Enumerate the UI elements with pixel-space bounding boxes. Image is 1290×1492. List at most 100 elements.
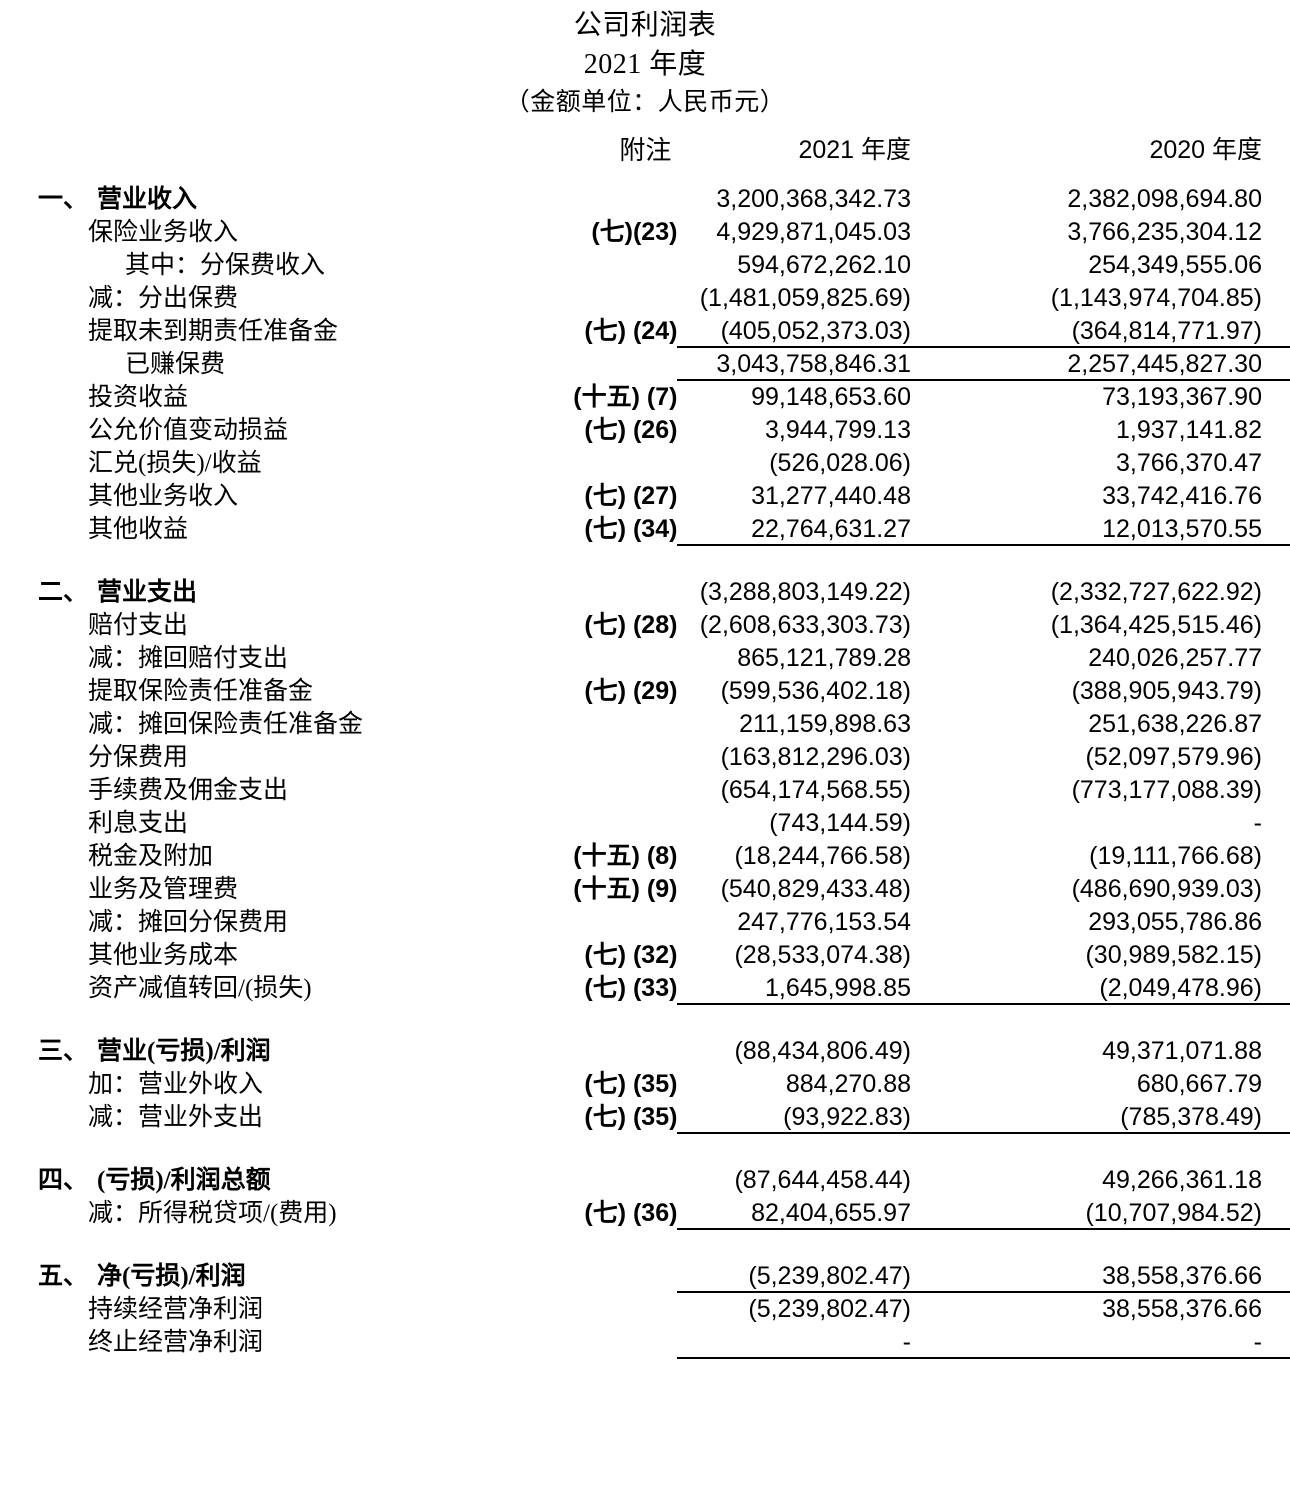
row-amount-year2: 251,638,226.87 <box>1088 710 1262 738</box>
column-header-year2: 2020 年度 <box>1149 136 1262 164</box>
table-row: 公允价值变动损益 (七) (26) 3,944,799.13 1,937,141.82 <box>0 414 1290 447</box>
section-amount-year1: (88,434,806.49) <box>734 1037 911 1065</box>
row-spacer <box>0 546 1290 576</box>
row-label: 其他业务成本 <box>88 942 239 969</box>
title-currency-unit: （金额单位：人民币元） <box>504 89 786 116</box>
row-amount-year2: (10,707,984.52) <box>933 1197 1290 1230</box>
row-note-ref <box>546 807 678 840</box>
row-amount-year2: 3,766,235,304.12 <box>1067 218 1262 246</box>
section-amount-year2: 38,558,376.66 <box>933 1260 1290 1293</box>
section-amount-year1: (5,239,802.47) <box>677 1260 933 1293</box>
table-row: 其他收益 (七) (34) 22,764,631.27 12,013,570.55 <box>0 513 1290 546</box>
row-amount-year1: (540,829,433.48) <box>720 875 911 903</box>
row-note-ref: (十五) (7) <box>573 383 678 411</box>
row-note-ref: (七) (26) <box>584 416 678 444</box>
section-note-ref <box>546 576 678 609</box>
income-statement-table: 附注 2021 年度 2020 年度 一、 营业收入 3,200,368,342.7… <box>0 134 1290 1359</box>
row-amount-year2: (1,143,974,704.85) <box>1050 284 1262 312</box>
table-row: 投资收益 (十五) (7) 99,148,653.60 73,193,367.90 <box>0 381 1290 414</box>
row-amount-year1: (93,922.83) <box>677 1101 933 1134</box>
table-row: 减：摊回分保费用 247,776,153.54 293,055,786.86 <box>0 906 1290 939</box>
row-note-ref: (十五) (8) <box>573 842 678 870</box>
column-header-note: 附注 <box>619 136 672 165</box>
row-label: 公允价值变动损益 <box>88 417 289 444</box>
section-number: 五、 <box>38 1263 89 1290</box>
row-amount-year2: (773,177,088.39) <box>1071 776 1262 804</box>
table-row: 持续经营净利润 (5,239,802.47) 38,558,376.66 <box>0 1293 1290 1326</box>
table-row: 减：所得税贷项/(费用) (七) (36) 82,404,655.97 (10,707… <box>0 1197 1290 1230</box>
row-note-ref: (七) (36) <box>584 1199 678 1227</box>
table-row: 提取未到期责任准备金 (七) (24) (405,052,373.03) (364,8… <box>0 315 1290 348</box>
row-amount-year1: (1,481,059,825.69) <box>699 284 911 312</box>
row-amount-year2: 1,937,141.82 <box>1116 416 1262 444</box>
section-heading: 三、 营业(亏损)/利润 <box>0 1035 546 1068</box>
row-label: 减：所得税贷项/(费用) <box>88 1200 337 1227</box>
row-amount-year2: (486,690,939.03) <box>1071 875 1262 903</box>
row-label: 手续费及佣金支出 <box>88 777 289 804</box>
row-label: 已赚保费 <box>125 351 226 378</box>
table-row: 减：摊回保险责任准备金 211,159,898.63 251,638,226.87 <box>0 708 1290 741</box>
row-amount-year2: 240,026,257.77 <box>1088 644 1262 672</box>
section-title: 营业支出 <box>97 579 198 606</box>
row-amount-year2: (388,905,943.79) <box>1071 677 1262 705</box>
row-amount-year2: - <box>1253 809 1262 837</box>
column-header-blank <box>0 134 546 167</box>
row-spacer <box>0 1230 1290 1260</box>
row-amount-year1: (526,028.06) <box>769 449 911 477</box>
section-note-ref <box>546 1035 678 1068</box>
row-note-ref <box>546 447 678 480</box>
row-amount-year1: 247,776,153.54 <box>737 908 911 936</box>
section-number: 一、 <box>38 186 89 213</box>
row-amount-year2: 38,558,376.66 <box>1102 1295 1262 1323</box>
row-note-ref: (七) (33) <box>584 974 678 1002</box>
row-note-ref <box>546 1326 678 1359</box>
row-amount-year1: 4,929,871,045.03 <box>716 218 911 246</box>
column-header-row: 附注 2021 年度 2020 年度 <box>0 134 1290 167</box>
row-amount-year1: 884,270.88 <box>785 1070 911 1098</box>
row-spacer <box>0 1005 1290 1035</box>
table-row: 保险业务收入 (七)(23) 4,929,871,045.03 3,766,235,3… <box>0 216 1290 249</box>
section-heading-row: 二、 营业支出 (3,288,803,149.22) (2,332,727,622.9… <box>0 576 1290 609</box>
table-row: 减：营业外支出 (七) (35) (93,922.83) (785,378.49) <box>0 1101 1290 1134</box>
section-title: 营业(亏损)/利润 <box>97 1038 271 1065</box>
table-row: 税金及附加 (十五) (8) (18,244,766.58) (19,111,766.… <box>0 840 1290 873</box>
row-note-ref <box>546 348 678 381</box>
row-note-ref: (七) (34) <box>584 515 678 543</box>
row-amount-year1: 3,944,799.13 <box>765 416 911 444</box>
row-note-ref <box>546 708 678 741</box>
section-heading-row: 五、 净(亏损)/利润 (5,239,802.47) 38,558,376.66 <box>0 1260 1290 1293</box>
row-label: 其他收益 <box>88 516 189 543</box>
row-label: 利息支出 <box>88 810 189 837</box>
row-label: 减：摊回保险责任准备金 <box>88 711 364 738</box>
row-amount-year2: (52,097,579.96) <box>1085 743 1262 771</box>
column-header-year1: 2021 年度 <box>798 136 911 164</box>
row-label: 持续经营净利润 <box>88 1296 264 1323</box>
section-heading: 四、 (亏损)/利润总额 <box>0 1164 546 1197</box>
section-amount-year2: (2,332,727,622.92) <box>1050 578 1262 606</box>
row-amount-year1: (743,144.59) <box>769 809 911 837</box>
row-note-ref <box>546 642 678 675</box>
row-amount-year2: 293,055,786.86 <box>1088 908 1262 936</box>
row-note-ref: (十五) (9) <box>573 875 678 903</box>
table-row: 其他业务成本 (七) (32) (28,533,074.38) (30,989,582… <box>0 939 1290 972</box>
row-amount-year1: 865,121,789.28 <box>737 644 911 672</box>
row-amount-year2: (30,989,582.15) <box>1085 941 1262 969</box>
section-heading-row: 四、 (亏损)/利润总额 (87,644,458.44) 49,266,361.18 <box>0 1164 1290 1197</box>
row-amount-year2: 680,667.79 <box>1136 1070 1262 1098</box>
row-amount-year1: 211,159,898.63 <box>739 710 911 738</box>
row-note-ref: (七) (28) <box>584 611 678 639</box>
row-amount-year1: (18,244,766.58) <box>734 842 911 870</box>
row-amount-year2: 12,013,570.55 <box>933 513 1290 546</box>
table-row: 利息支出 (743,144.59) - <box>0 807 1290 840</box>
table-row: 赔付支出 (七) (28) (2,608,633,303.73) (1,364,425… <box>0 609 1290 642</box>
row-amount-year1: (163,812,296.03) <box>720 743 911 771</box>
section-title: (亏损)/利润总额 <box>97 1167 271 1194</box>
table-row: 资产减值转回/(损失) (七) (33) 1,645,998.85 (2,049,47… <box>0 972 1290 1005</box>
row-amount-year1: (5,239,802.47) <box>748 1295 911 1323</box>
table-row: 已赚保费 3,043,758,846.31 2,257,445,827.30 <box>0 348 1290 381</box>
row-note-ref: (七) (35) <box>584 1070 678 1098</box>
section-amount-year1: (87,644,458.44) <box>734 1166 911 1194</box>
row-label: 资产减值转回/(损失) <box>88 975 312 1002</box>
row-amount-year1: 82,404,655.97 <box>677 1197 933 1230</box>
